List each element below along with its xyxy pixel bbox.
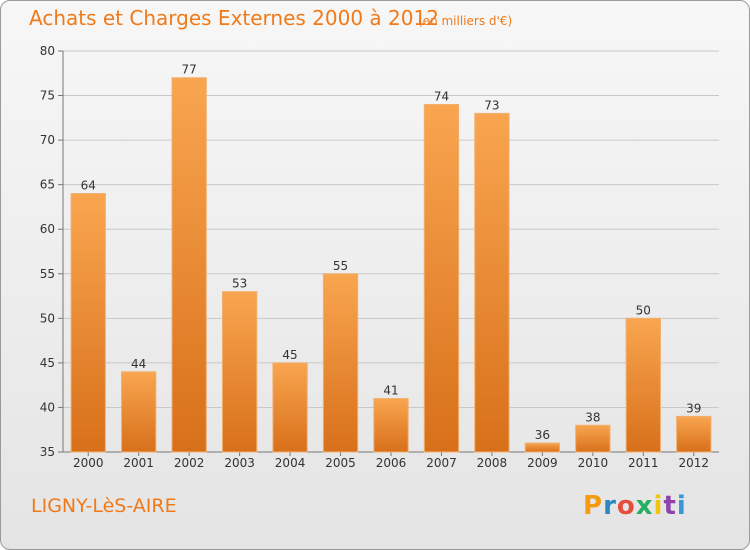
x-tick-label: 2004 [275,456,306,470]
bar [676,415,712,453]
y-tick-label: 35 [40,445,55,459]
value-label: 39 [686,401,701,415]
y-tick-label: 60 [40,222,55,236]
bar [575,424,611,453]
x-tick-label: 2007 [426,456,457,470]
x-tick-label: 2002 [174,456,205,470]
y-tick-label: 65 [40,178,55,192]
bar [423,103,460,453]
bar [474,112,510,453]
x-tick-label: 2011 [628,456,659,470]
value-labels: 64 44 77 53 45 55 41 74 73 36 38 50 39 [81,63,702,442]
value-label: 74 [434,89,449,103]
logo-letter: x [635,491,654,521]
x-tick-label: 2006 [376,456,407,470]
y-tick-label: 55 [40,267,55,281]
value-label: 64 [81,179,96,193]
bar [272,362,308,453]
x-tick-label: 2000 [73,456,104,470]
y-tick-labels: 35 40 45 50 55 60 65 70 75 80 [40,44,55,459]
y-tick-label: 40 [40,400,55,414]
y-tick-label: 70 [40,133,55,147]
x-tick-label: 2008 [477,456,508,470]
logo-letter: r [603,491,617,521]
x-tick-labels: 2000 2001 2002 2003 2004 2005 2006 2007 2008 2009… [73,456,709,470]
value-label: 44 [131,357,146,371]
x-tick-label: 2010 [578,456,609,470]
y-tick-label: 45 [40,356,55,370]
bar [625,317,661,453]
y-tick-label: 50 [40,311,55,325]
logo-letter: P [583,491,604,521]
value-label: 77 [182,63,197,77]
bars [70,77,712,453]
x-tick-label: 2003 [224,456,255,470]
value-label: 73 [484,98,499,112]
value-label: 50 [636,303,651,317]
chart-title: Achats et Charges Externes 2000 à 2012 [29,6,439,30]
bar [373,398,409,453]
logo-letter: i [676,491,687,521]
logo-letter: o [616,491,636,521]
proxiti-logo: Proxiti [583,491,687,521]
bar [70,193,106,453]
value-label: 53 [232,277,247,291]
bar [221,291,258,453]
bar [171,77,207,453]
x-tick-label: 2012 [678,456,709,470]
x-tick-label: 2009 [527,456,558,470]
logo-letter: t [663,491,677,521]
bar [121,371,157,453]
chart-subtitle: (en milliers d'€) [418,14,513,28]
value-label: 41 [383,384,398,398]
value-label: 38 [585,410,600,424]
bar [524,442,561,453]
x-tick-label: 2001 [123,456,154,470]
x-tick-label: 2005 [325,456,356,470]
bar [322,273,359,453]
value-label: 45 [282,348,297,362]
town-name: LIGNY-LèS-AIRE [31,495,177,517]
logo-letter: i [653,491,664,521]
value-label: 36 [535,428,550,442]
y-tick-label: 80 [40,44,55,58]
y-tick-label: 75 [40,89,55,103]
value-label: 55 [333,259,348,273]
